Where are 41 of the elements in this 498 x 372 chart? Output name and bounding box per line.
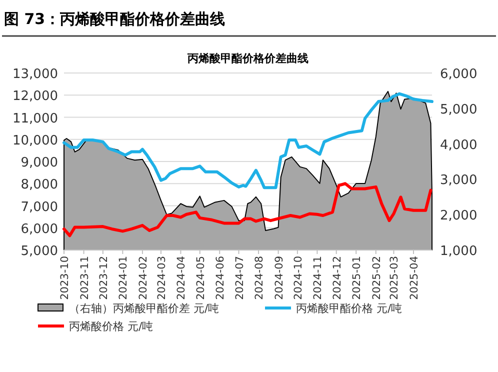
- chart-title: 图 73：丙烯酸甲酯价格价差曲线: [4, 10, 226, 28]
- x-tick-label: 2025-03: [388, 256, 401, 300]
- x-tick-label: 2023-12: [98, 256, 110, 300]
- y-tick-label: 8,000: [20, 178, 58, 193]
- y-tick-label: 10,000: [12, 133, 58, 148]
- x-tick-label: 2024-08: [254, 256, 266, 300]
- x-tick-label: 2024-12: [331, 256, 344, 300]
- y-tick-label: 5,000: [20, 244, 58, 259]
- x-tick-label: 2024-06: [214, 256, 227, 300]
- y-tick-label: 12,000: [12, 89, 58, 104]
- y2-tick-label: 1,000: [440, 244, 478, 259]
- line-series: [62, 182, 432, 238]
- y-tick-label: 11,000: [12, 111, 58, 126]
- y2-tick-label: 3,000: [440, 173, 478, 188]
- x-tick-label: 2025-04: [408, 256, 421, 300]
- y-tick-label: 6,000: [20, 222, 58, 237]
- x-tick-label: 2024-11: [312, 256, 324, 300]
- y2-tick-label: 2,000: [440, 208, 478, 224]
- x-tick-label: 2025-02: [370, 256, 383, 300]
- legend-label: 丙烯酸价格 元/吨: [69, 320, 154, 333]
- x-tick-label: 2025-01: [351, 256, 364, 300]
- line-series: [62, 92, 434, 190]
- y-tick-label: 13,000: [12, 67, 58, 82]
- y2-tick-label: 5,000: [440, 102, 478, 118]
- x-tick-label: 2024-07: [234, 256, 246, 300]
- x-tick-label: 2024-03: [156, 256, 168, 300]
- legend-label: （右轴）丙烯酸甲酯价差 元/吨: [69, 302, 220, 315]
- x-tick-label: 2023-11: [78, 256, 91, 300]
- x-tick-label: 2024-04: [176, 256, 188, 300]
- x-tick-label: 2024-02: [137, 256, 150, 300]
- x-tick-label: 2024-09: [273, 256, 286, 300]
- y-tick-label: 7,000: [20, 200, 58, 215]
- x-tick-label: 2023-10: [59, 256, 71, 300]
- x-tick-label: 2024-01: [118, 256, 130, 300]
- y2-tick-label: 6,000: [440, 67, 478, 82]
- y2-tick-label: 4,000: [440, 138, 478, 153]
- y-tick-label: 9,000: [20, 156, 58, 170]
- x-tick-label: 2024-10: [292, 256, 304, 300]
- x-tick-label: 2024-05: [194, 256, 207, 300]
- chart-subtitle: 丙烯酸甲酯价格价差曲线: [186, 52, 308, 65]
- legend-label: 丙烯酸甲酯价格 元/吨: [296, 302, 402, 315]
